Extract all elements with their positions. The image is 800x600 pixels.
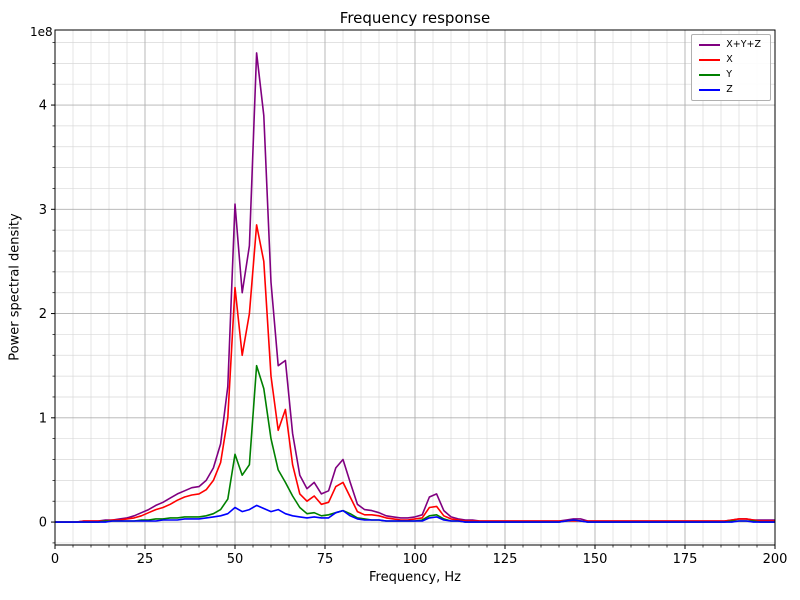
svg-text:2: 2 — [39, 307, 47, 322]
svg-text:3: 3 — [39, 203, 47, 218]
x-axis-label: Frequency, Hz — [368, 570, 462, 585]
svg-text:150: 150 — [583, 552, 608, 567]
legend-label-z: Z — [726, 84, 733, 95]
y-axis-offset-text: 1e8 — [30, 25, 53, 39]
legend-line-swatch-x — [699, 59, 721, 61]
svg-text:0: 0 — [51, 552, 59, 567]
legend-label-sum: X+Y+Z — [726, 39, 761, 50]
svg-text:1: 1 — [39, 411, 47, 426]
y-axis-label: Power spectral density — [7, 213, 23, 361]
legend-line-swatch-y — [699, 74, 721, 76]
svg-text:125: 125 — [493, 552, 518, 567]
legend-label-x: X — [726, 54, 733, 65]
legend-item-x: X — [699, 54, 761, 66]
svg-text:25: 25 — [137, 552, 154, 567]
legend-label-y: Y — [726, 69, 733, 80]
svg-text:75: 75 — [317, 552, 334, 567]
legend-item-sum: X+Y+Z — [699, 39, 761, 51]
legend-line-swatch-sum — [699, 44, 721, 46]
svg-text:50: 50 — [227, 552, 244, 567]
svg-text:200: 200 — [763, 552, 788, 567]
legend-item-y: Y — [699, 69, 761, 81]
svg-text:175: 175 — [673, 552, 698, 567]
svg-text:100: 100 — [403, 552, 428, 567]
legend-line-swatch-z — [699, 89, 721, 91]
svg-text:0: 0 — [39, 516, 47, 531]
legend-item-z: Z — [699, 84, 761, 96]
legend: X+Y+Z X Y Z — [691, 34, 771, 101]
chart-title: Frequency response — [339, 9, 491, 27]
svg-text:4: 4 — [39, 99, 47, 114]
